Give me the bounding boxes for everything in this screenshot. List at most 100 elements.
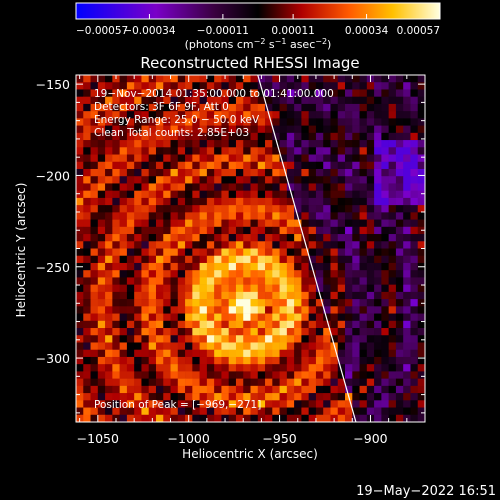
heatmap-cell — [199, 400, 208, 408]
heatmap-cell — [192, 262, 200, 271]
heatmap-cell — [134, 356, 142, 365]
heatmap-cell — [199, 96, 208, 105]
heatmap-cell — [90, 349, 99, 358]
heatmap-cell — [337, 371, 346, 379]
heatmap-cell — [192, 356, 200, 365]
heatmap-cell — [235, 335, 244, 343]
heatmap-cell — [148, 306, 157, 314]
heatmap-cell — [148, 320, 157, 329]
heatmap-cell — [126, 255, 135, 264]
heatmap-cell — [308, 82, 317, 90]
heatmap-cell — [272, 219, 280, 228]
heatmap-cell — [163, 385, 171, 394]
heatmap-cell — [90, 371, 99, 379]
heatmap-cell — [301, 82, 309, 90]
heatmap-cell — [170, 356, 179, 365]
heatmap-cell — [388, 168, 397, 177]
heatmap-cell — [308, 75, 317, 83]
heatmap-cell — [134, 299, 142, 307]
heatmap-cell — [112, 248, 120, 257]
heatmap-cell — [155, 328, 164, 336]
heatmap-cell — [337, 103, 346, 112]
heatmap-cell — [76, 270, 84, 278]
heatmap-cell — [243, 96, 251, 105]
heatmap-cell — [199, 291, 208, 300]
heatmap-cell — [301, 212, 309, 220]
heatmap-cell — [155, 414, 164, 422]
heatmap-cell — [185, 168, 193, 177]
heatmap-cell — [265, 82, 273, 90]
heatmap-cell — [214, 299, 222, 307]
heatmap-cell — [323, 234, 331, 242]
heatmap-cell — [395, 82, 404, 90]
heatmap-cell — [214, 154, 222, 163]
heatmap-cell — [417, 378, 425, 387]
heatmap-cell — [286, 291, 295, 300]
heatmap-cell — [119, 313, 128, 322]
heatmap-cell — [359, 89, 368, 97]
heatmap-cell — [417, 125, 425, 134]
heatmap-cell — [330, 183, 339, 191]
heatmap-cell — [119, 364, 128, 372]
heatmap-cell — [279, 118, 288, 126]
heatmap-cell — [163, 342, 171, 351]
heatmap-cell — [199, 320, 208, 329]
heatmap-cell — [214, 212, 222, 220]
heatmap-cell — [228, 147, 237, 155]
heatmap-cell — [352, 111, 360, 119]
heatmap-cell — [352, 400, 360, 408]
heatmap-cell — [112, 291, 120, 300]
heatmap-cell — [352, 154, 360, 163]
heatmap-cell — [410, 111, 419, 119]
heatmap-cell — [134, 378, 142, 387]
heatmap-cell — [97, 270, 106, 278]
heatmap-cell — [105, 176, 113, 184]
heatmap-cell — [90, 205, 99, 213]
heatmap-cell — [177, 378, 186, 387]
heatmap-cell — [272, 414, 280, 422]
heatmap-cell — [381, 393, 389, 401]
heatmap-cell — [286, 82, 295, 90]
heatmap-cell — [243, 335, 251, 343]
heatmap-cell — [141, 356, 150, 365]
heatmap-cell — [381, 75, 389, 83]
heatmap-cell — [83, 168, 91, 177]
heatmap-cell — [286, 75, 295, 83]
heatmap-cell — [395, 270, 404, 278]
heatmap-cell — [90, 168, 99, 177]
heatmap-cell — [279, 75, 288, 83]
heatmap-cell — [185, 96, 193, 105]
heatmap-cell — [374, 226, 382, 235]
heatmap-cell — [395, 356, 404, 365]
heatmap-cell — [337, 118, 346, 126]
heatmap-cell — [192, 75, 200, 83]
heatmap-cell — [337, 284, 346, 293]
heatmap-cell — [126, 197, 135, 206]
heatmap-cell — [97, 378, 106, 387]
heatmap-cell — [119, 96, 128, 105]
heatmap-cell — [417, 103, 425, 112]
heatmap-cell — [279, 342, 288, 351]
heatmap-cell — [272, 364, 280, 372]
heatmap-cell — [112, 89, 120, 97]
heatmap-cell — [141, 197, 150, 206]
heatmap-cell — [90, 262, 99, 271]
heatmap-cell — [105, 328, 113, 336]
heatmap-cell — [308, 277, 317, 285]
heatmap-cell — [134, 320, 142, 329]
heatmap-cell — [105, 118, 113, 126]
heatmap-cell — [279, 364, 288, 372]
heatmap-cell — [97, 349, 106, 358]
heatmap-cell — [272, 342, 280, 351]
heatmap-cell — [141, 378, 150, 387]
heatmap-cell — [221, 277, 229, 285]
heatmap-cell — [410, 313, 419, 322]
heatmap-cell — [148, 103, 157, 112]
heatmap-cell — [141, 335, 150, 343]
heatmap-cell — [141, 277, 150, 285]
heatmap-cell — [126, 306, 135, 314]
heatmap-cell — [366, 371, 375, 379]
heatmap-cell — [119, 176, 128, 184]
heatmap-cell — [112, 320, 120, 329]
heatmap-cell — [417, 147, 425, 155]
